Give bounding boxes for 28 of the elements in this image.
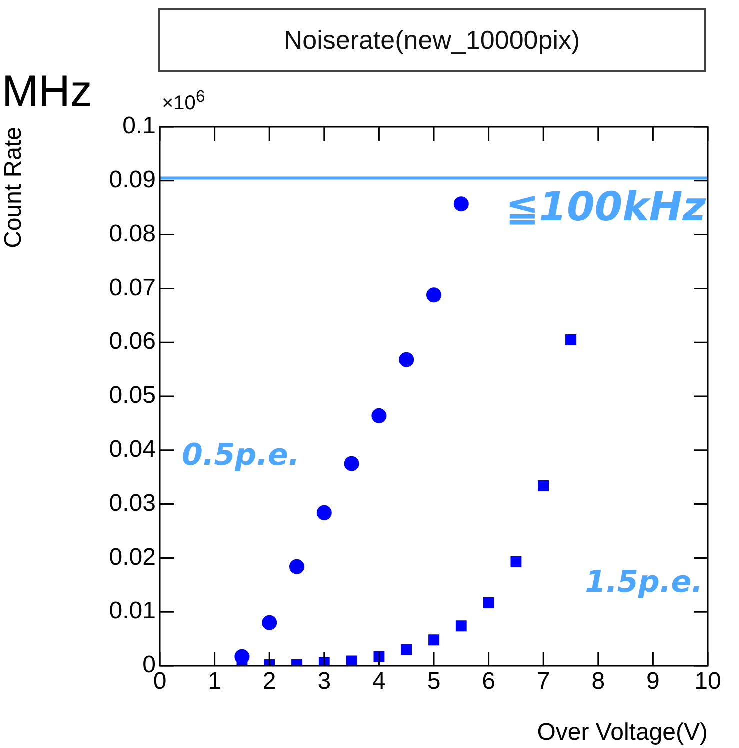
y-tick-label: 0.05 <box>109 382 156 410</box>
y-tick-label: 0.09 <box>109 166 156 194</box>
x-tick-label: 10 <box>694 668 722 696</box>
x-tick-label: 1 <box>208 668 222 696</box>
y-tick-label: 0.1 <box>122 112 156 140</box>
chart-title: Noiserate(new_10000pix) <box>158 8 706 72</box>
x-tick-label: 5 <box>427 668 441 696</box>
y-tick-label: 0.01 <box>109 598 156 625</box>
x-tick-label: 4 <box>372 668 386 696</box>
text: MHz <box>2 67 92 117</box>
y-tick-label: 0.02 <box>109 544 156 571</box>
y-tick-label: 0.03 <box>109 490 156 517</box>
ref-line-label: ≦100kHz <box>506 184 707 231</box>
y-tick-label: 0.06 <box>109 328 156 356</box>
x-tick-label: 8 <box>592 668 606 696</box>
y-axis-title: Count Rate <box>0 127 28 248</box>
x-axis-title: Over Voltage(V) <box>537 719 708 746</box>
y-tick-label: 0.07 <box>109 274 156 302</box>
x-tick-label: 9 <box>646 668 660 696</box>
x-tick-label: 6 <box>482 668 496 696</box>
y-tick-label: 0.08 <box>109 220 156 248</box>
x-tick-label: 3 <box>318 668 332 696</box>
text: ×10$^{6}$ <box>162 87 206 116</box>
annotation: 1.5p.e. <box>585 565 703 600</box>
x-tick-label: 7 <box>536 668 550 696</box>
annotation: 0.5p.e. <box>182 438 300 473</box>
y-tick-label: 0.04 <box>109 436 156 464</box>
x-tick-label: 2 <box>262 668 276 696</box>
